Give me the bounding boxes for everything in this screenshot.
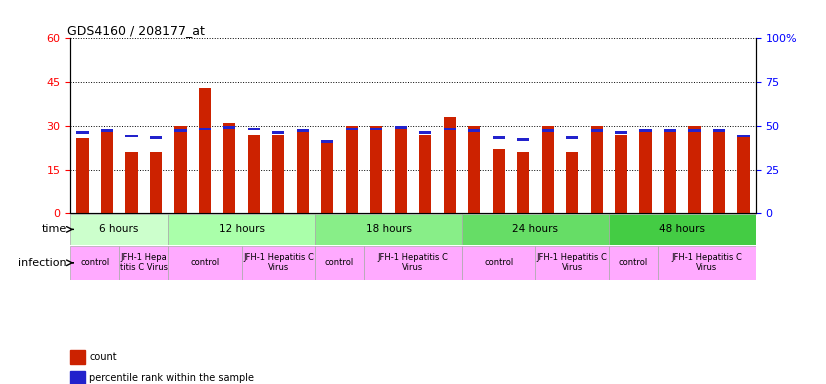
Bar [199,88,211,214]
Bar [444,128,456,130]
Bar [248,135,260,214]
Bar [566,136,578,139]
Bar [174,129,187,132]
Bar [223,123,235,214]
Bar [713,129,725,214]
Bar [688,126,700,214]
Bar [566,152,578,214]
Bar [101,129,113,132]
Bar [535,246,609,280]
Bar [591,126,603,214]
Bar [364,246,462,280]
Text: 12 hours: 12 hours [219,224,264,234]
Bar [345,126,358,214]
Text: control: control [619,258,648,267]
Text: control: control [325,258,354,267]
Text: 6 hours: 6 hours [99,224,139,234]
Text: time: time [41,224,67,234]
Bar [273,135,284,214]
Bar [468,129,481,132]
Bar [273,131,284,134]
Bar [542,126,553,214]
Bar [468,126,481,214]
Bar [615,131,627,134]
Bar [370,128,382,130]
Text: control: control [484,258,513,267]
Bar [492,136,505,139]
Bar [248,128,260,130]
Text: JFH-1 Hepatitis C
Virus: JFH-1 Hepatitis C Virus [672,253,743,272]
Bar [395,126,407,214]
Text: percentile rank within the sample: percentile rank within the sample [89,373,254,383]
Bar [119,246,169,280]
Bar [395,126,407,129]
Bar [664,129,676,132]
Text: JFH-1 Hepatitis C
Virus: JFH-1 Hepatitis C Virus [377,253,449,272]
Bar [639,132,652,214]
Bar [76,131,88,134]
Bar [76,137,88,214]
Bar [241,246,315,280]
Bar [517,152,529,214]
Text: JFH-1 Hepa
titis C Virus: JFH-1 Hepa titis C Virus [120,253,168,272]
Bar [315,214,462,245]
Text: 24 hours: 24 hours [512,224,558,234]
Text: JFH-1 Hepatitis C
Virus: JFH-1 Hepatitis C Virus [537,253,608,272]
Bar [169,214,315,245]
Bar [150,136,162,139]
Bar [492,149,505,214]
Bar [419,135,431,214]
Bar [639,129,652,132]
Bar [297,132,309,214]
Bar [444,117,456,214]
Text: infection: infection [18,258,67,268]
Bar [150,152,162,214]
Bar [345,128,358,130]
Bar [199,128,211,130]
Bar [657,246,756,280]
Bar [738,135,750,137]
Bar [174,126,187,214]
Bar [126,135,138,137]
Text: control: control [190,258,220,267]
Text: GDS4160 / 208177_at: GDS4160 / 208177_at [67,24,205,37]
Bar [609,214,756,245]
Bar [419,131,431,134]
Bar [169,246,242,280]
Bar [542,129,553,132]
Bar [609,246,657,280]
Bar [321,140,334,142]
Text: 48 hours: 48 hours [659,224,705,234]
Text: 18 hours: 18 hours [366,224,411,234]
Bar [370,126,382,214]
Bar [738,135,750,214]
Bar [321,141,334,214]
Bar [70,214,169,245]
Bar [101,132,113,214]
Bar [664,129,676,214]
Bar [70,246,119,280]
Bar [223,126,235,129]
Text: count: count [89,352,116,362]
Bar [462,214,609,245]
Text: JFH-1 Hepatitis C
Virus: JFH-1 Hepatitis C Virus [243,253,314,272]
Bar [297,129,309,132]
Bar [713,129,725,132]
Bar [315,246,364,280]
Text: control: control [80,258,109,267]
Bar [462,246,535,280]
Bar [688,129,700,132]
Bar [591,129,603,132]
Bar [126,152,138,214]
Bar [517,138,529,141]
Bar [615,135,627,214]
